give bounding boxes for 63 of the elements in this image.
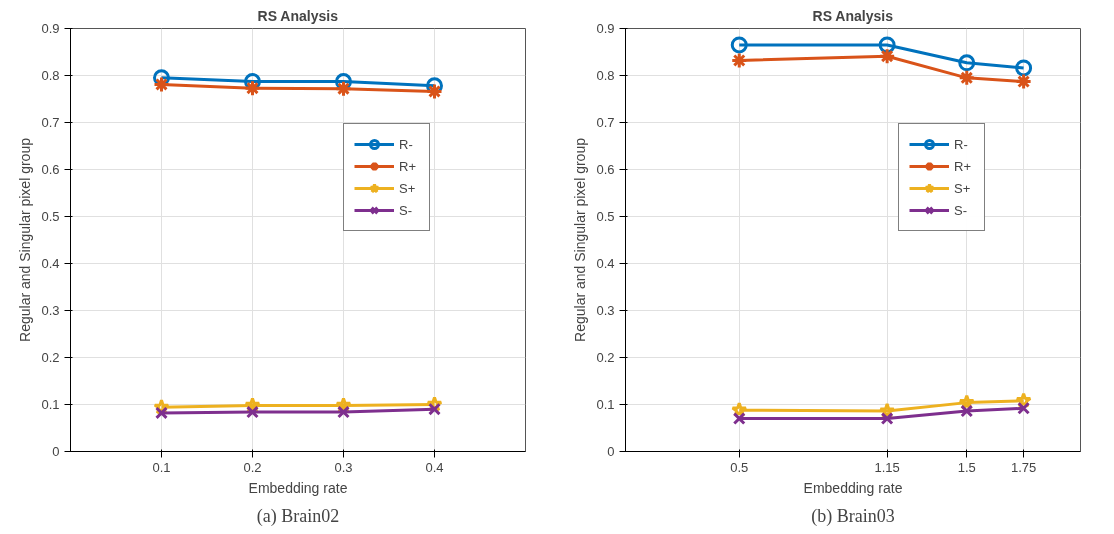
- point: [246, 405, 259, 419]
- y-tick-label: 0.6: [41, 162, 60, 177]
- y-tick-label: 0.2: [596, 350, 615, 365]
- point: [426, 82, 443, 100]
- legend-label: R-: [399, 136, 414, 152]
- y-tick-label: 0.3: [41, 303, 60, 318]
- y-tick-label: 0: [607, 444, 615, 459]
- y-tick-label: 0.4: [41, 256, 60, 271]
- y-tick-label: 0.8: [596, 68, 615, 83]
- legend-label: R-: [954, 136, 969, 152]
- point: [732, 412, 746, 426]
- chart-title: RS Analysis: [257, 7, 339, 24]
- legend-label: S-: [399, 202, 413, 218]
- point: [960, 404, 974, 418]
- y-tick-label: 0.1: [41, 397, 60, 412]
- point: [958, 54, 976, 72]
- legend-label: S+: [399, 180, 417, 196]
- legend-label: R+: [954, 158, 972, 174]
- point: [730, 51, 748, 69]
- point: [335, 80, 352, 98]
- point: [337, 405, 350, 419]
- text: (b) Brain03: [811, 505, 895, 527]
- y-tick-label: 0.7: [41, 115, 60, 130]
- x-tick-label: 0.1: [152, 459, 171, 475]
- y-tick-label: 0.7: [596, 115, 615, 130]
- point: [878, 47, 896, 65]
- y-tick-label: 0.5: [596, 209, 615, 224]
- y-tick-label: 0.6: [596, 162, 615, 177]
- y-tick-label: 0.2: [41, 350, 60, 365]
- x-tick-label: 0.3: [334, 459, 353, 475]
- legend-label: R+: [399, 158, 417, 174]
- legend-label: S+: [954, 180, 972, 196]
- x-tick-label: 1.5: [957, 459, 976, 475]
- point: [1015, 59, 1033, 77]
- x-tick-label: 0.2: [243, 459, 262, 475]
- point: [880, 412, 894, 426]
- y-tick-label: 0.9: [41, 21, 60, 36]
- text: (a) Brain02: [256, 505, 340, 527]
- x-axis-title: Embedding rate: [803, 479, 903, 496]
- x-tick-label: 0.5: [730, 459, 749, 475]
- x-tick-label: 1.15: [874, 459, 900, 475]
- x-tick-label: 0.4: [425, 459, 444, 475]
- y-tick-label: 0: [52, 444, 60, 459]
- point: [244, 79, 261, 97]
- y-tick-label: 0.8: [41, 68, 60, 83]
- y-tick-label: 0.4: [596, 256, 615, 271]
- y-tick-label: 0.9: [596, 21, 615, 36]
- y-tick-label: 0.1: [596, 397, 615, 412]
- point: [958, 69, 976, 87]
- x-tick-label: 1.75: [1010, 459, 1037, 475]
- point: [1015, 73, 1033, 91]
- chart-title: RS Analysis: [812, 7, 894, 24]
- point: [153, 75, 170, 93]
- y-axis-title: Regular and Singular pixel group: [572, 137, 589, 342]
- point: [155, 406, 168, 420]
- point: [730, 36, 748, 54]
- y-axis-title: Regular and Singular pixel group: [17, 137, 34, 342]
- legend-label: S-: [954, 202, 968, 218]
- point: [1017, 401, 1031, 415]
- y-tick-label: 0.5: [41, 209, 60, 224]
- x-axis-title: Embedding rate: [248, 479, 348, 496]
- y-tick-label: 0.3: [596, 303, 615, 318]
- point: [428, 402, 441, 416]
